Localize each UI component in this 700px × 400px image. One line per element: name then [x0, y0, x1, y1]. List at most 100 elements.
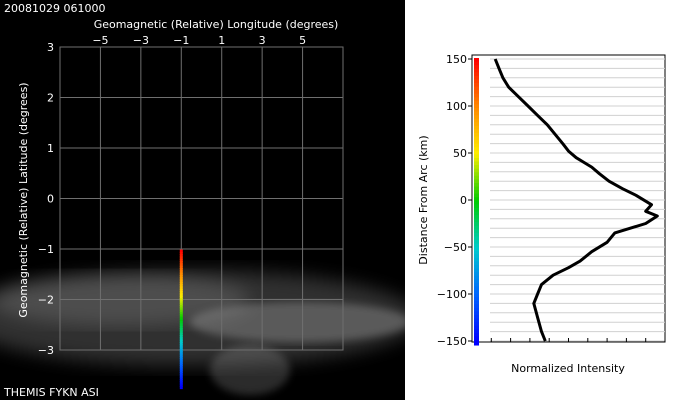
right-tick-labels: 150 100 50 0 −50 −100 −150 [437, 53, 666, 348]
colorbar-segment [474, 75, 479, 82]
colorbar-segment [474, 90, 479, 96]
colorbar-segment [474, 293, 479, 300]
colorbar-segment [474, 254, 479, 260]
colorbar-segment [474, 132, 479, 139]
left-y-tick-label: 3 [47, 41, 54, 54]
colorbar-segment [474, 261, 479, 267]
right-y-tick-label: 100 [446, 100, 467, 113]
colorbar-segment [474, 61, 479, 68]
colorbar-segment [474, 161, 479, 168]
right-y-tick-label: −100 [437, 288, 467, 301]
colorbar-segment [474, 111, 479, 118]
marker-segment [179, 374, 183, 378]
colorbar-segment [474, 250, 479, 257]
colorbar-segment [474, 215, 479, 221]
colorbar-segment [474, 186, 479, 193]
timestamp-label: 20081029 061000 [4, 2, 105, 15]
colorbar-segment [474, 204, 479, 210]
colorbar-segment [474, 143, 479, 150]
right-x-axis-title: Normalized Intensity [511, 362, 625, 375]
colorbar-segment [474, 100, 479, 107]
marker-segment [179, 323, 183, 327]
left-x-tick-label: 3 [259, 34, 266, 47]
marker-segment [179, 274, 183, 279]
marker-segment [179, 311, 183, 316]
left-x-tick-label: 5 [299, 34, 306, 47]
left-tick-labels: −5 −3 −1 1 3 5 3 2 1 0 −1 −2 −3 [38, 34, 306, 357]
marker-segment [179, 348, 183, 353]
colorbar-segment [474, 118, 479, 125]
marker-segment [179, 268, 183, 272]
colorbar-segment [474, 182, 479, 189]
distance-colorbar [474, 58, 479, 346]
marker-segment [179, 365, 183, 369]
colorbar-segment [474, 265, 479, 271]
colorbar-segment [474, 200, 479, 207]
marker-segment [179, 281, 183, 286]
marker-segment [179, 360, 183, 364]
right-grid [490, 58, 665, 342]
colorbar-segment [474, 225, 479, 232]
colorbar-segment [474, 82, 479, 89]
marker-segment [179, 332, 183, 336]
colorbar-segment [474, 218, 479, 225]
colorbar-segment [474, 179, 479, 185]
colorbar-segment [474, 157, 479, 164]
colorbar-segment [474, 247, 479, 253]
marker-segment [179, 258, 183, 263]
colorbar-segment [474, 197, 479, 203]
marker-segment [179, 314, 183, 318]
marker-segment [179, 249, 183, 253]
colorbar-segment [474, 304, 479, 310]
marker-segment [179, 381, 183, 385]
marker-segment [179, 339, 183, 343]
colorbar-segment [474, 240, 479, 246]
left-y-tick-label: 0 [47, 193, 54, 206]
colorbar-segment [474, 318, 479, 325]
marker-segment [179, 316, 183, 320]
marker-segment [179, 369, 183, 373]
marker-segment [179, 355, 183, 360]
colorbar-segment [474, 193, 479, 200]
colorbar-segment [474, 65, 479, 71]
marker-segment [179, 293, 183, 297]
marker-segment [179, 353, 183, 357]
colorbar-segment [474, 86, 479, 93]
colorbar-segment [474, 154, 479, 160]
colorbar-segment [474, 232, 479, 239]
marker-segment [179, 277, 183, 281]
marker-segment [179, 295, 183, 300]
colorbar-segment [474, 315, 479, 321]
marker-segment [179, 385, 183, 390]
right-y-tick-label: −150 [437, 335, 467, 348]
colorbar-segment [474, 107, 479, 114]
footer-label: THEMIS FYKN ASI [3, 386, 99, 399]
colorbar-segment [474, 286, 479, 292]
marker-segment [179, 362, 183, 367]
right-y-tick-label: 0 [460, 194, 467, 207]
colorbar-segment [474, 229, 479, 235]
left-x-tick-label: 1 [218, 34, 225, 47]
marker-segment [179, 298, 183, 302]
colorbar-segment [474, 104, 479, 110]
left-x-axis-title: Geomagnetic (Relative) Longitude (degree… [94, 18, 339, 31]
colorbar-segment [474, 325, 479, 332]
marker-segment [179, 372, 183, 376]
marker-segment [179, 304, 183, 309]
marker-segment [179, 344, 183, 348]
marker-segment [179, 358, 183, 362]
colorbar-segment [474, 336, 479, 342]
colorbar-segment [474, 275, 479, 282]
left-y-tick-label: −1 [38, 243, 54, 256]
left-x-tick-label: −3 [133, 34, 149, 47]
marker-segment [179, 383, 183, 387]
colorbar-segment [474, 243, 479, 250]
colorbar-segment [474, 307, 479, 314]
colorbar-segment [474, 68, 479, 75]
colorbar-segment [474, 311, 479, 317]
marker-segment [179, 256, 183, 260]
intensity-profile-plot: 150 100 50 0 −50 −100 −150 [437, 53, 666, 348]
colorbar-segment [474, 329, 479, 335]
marker-segment [179, 337, 183, 341]
left-y-tick-label: −2 [38, 294, 54, 307]
